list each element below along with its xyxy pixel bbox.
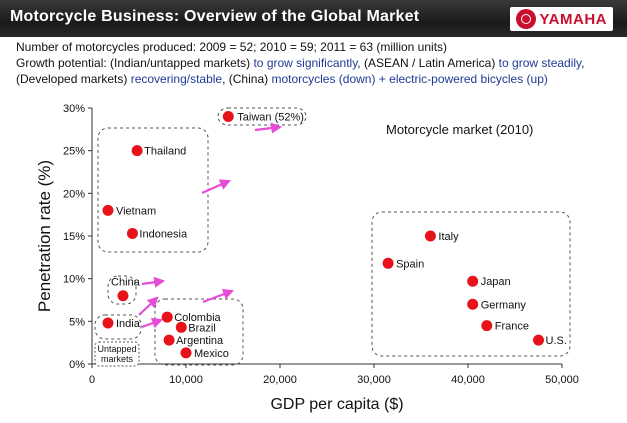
point-label-india: India (116, 318, 141, 330)
india-group-box (94, 314, 142, 340)
x-tick-label: 20,000 (263, 374, 297, 386)
production-summary: Number of motorcycles produced: 2009 = 5… (16, 40, 448, 54)
point-brazil (175, 321, 187, 333)
growth-summary: Growth potential: (Indian/untapped marke… (16, 55, 621, 87)
point-vietnam (102, 204, 114, 216)
point-label-thailand: Thailand (144, 146, 186, 158)
growth-electric: motorcycles (down) + electric-powered bi… (268, 72, 548, 86)
growth-china: , (China) (222, 72, 269, 86)
point-italy (424, 230, 436, 242)
y-tick-label: 15% (63, 231, 85, 243)
china-group-box (107, 275, 137, 305)
point-china (117, 290, 129, 302)
point-taiwan-52 (222, 111, 234, 123)
growth-steady: to grow steadily (495, 56, 582, 70)
chart-marks (102, 111, 544, 359)
growth-arrow (201, 179, 232, 195)
y-tick-label: 25% (63, 146, 85, 158)
growth-arrow (254, 122, 283, 134)
slide-title: Motorcycle Business: Overview of the Glo… (10, 8, 420, 25)
chart-growth-arrows (138, 122, 283, 329)
x-tick-label: 10,000 (169, 374, 203, 386)
point-india (102, 317, 114, 329)
growth-arrow (141, 317, 164, 329)
point-argentina (163, 334, 175, 346)
y-tick-label: 20% (63, 188, 85, 200)
growth-arrow (138, 296, 159, 316)
point-label-indonesia: Indonesia (139, 228, 188, 240)
untapped-note-line: Untapped (97, 344, 136, 354)
point-thailand (131, 145, 143, 157)
point-france (481, 320, 493, 332)
point-indonesia (126, 227, 138, 239)
point-colombia (161, 311, 173, 323)
growth-asean: , (ASEAN / Latin America) (357, 56, 496, 70)
point-u-s (533, 334, 544, 346)
growth-arrow (141, 276, 166, 288)
growth-lead: Growth potential: (Indian/untapped marke… (16, 56, 251, 70)
y-axis-title: Penetration rate (%) (35, 160, 54, 312)
brand-logo: YAMAHA (509, 7, 613, 31)
y-tick-label: 10% (63, 274, 85, 286)
point-label-spain: Spain (396, 258, 424, 270)
title-bar: Motorcycle Business: Overview of the Glo… (0, 0, 627, 37)
point-label-germany: Germany (481, 299, 527, 311)
y-tick-label: 5% (69, 316, 85, 328)
point-spain (382, 257, 394, 269)
point-label-japan: Japan (481, 276, 511, 288)
growth-stable: recovering/stable (127, 72, 223, 86)
growth-significant: to grow significantly (250, 56, 358, 70)
point-label-mexico: Mexico (194, 348, 229, 360)
point-label-france: France (495, 321, 529, 333)
point-mexico (180, 347, 192, 359)
chart-texts: 0% 5% 10% 15% 20% 25% 30% 0 10,000 20,000 30,000 40… (35, 103, 579, 413)
point-label-brazil: Brazil (188, 322, 216, 334)
x-tick-label: 0 (89, 374, 95, 386)
developed-group-box (371, 211, 571, 357)
x-tick-label: 40,000 (451, 374, 485, 386)
point-label-u-s: U.S. (546, 335, 567, 347)
point-germany (467, 298, 479, 310)
point-label-china: China (111, 277, 141, 289)
point-japan (467, 275, 479, 287)
x-tick-label: 50,000 (545, 374, 579, 386)
x-tick-label: 30,000 (357, 374, 391, 386)
growth-arrow (202, 288, 235, 304)
tuning-fork-emblem-icon (515, 9, 536, 29)
y-tick-label: 30% (63, 103, 85, 115)
untapped-markets-note: Untapped markets (97, 344, 136, 364)
point-label-argentina: Argentina (176, 335, 224, 347)
growth-developed: , (Developed markets) (16, 56, 585, 86)
x-axis-title: GDP per capita ($) (270, 396, 403, 413)
y-tick-label: 0% (69, 359, 85, 371)
brand-name: YAMAHA (539, 10, 607, 28)
point-label-colombia: Colombia (174, 312, 221, 324)
untapped-note-box (94, 341, 140, 367)
chart-title: Motorcycle market (2010) (386, 122, 533, 137)
point-label-italy: Italy (438, 231, 459, 243)
point-label-taiwan-52: Taiwan (52%) (237, 112, 304, 124)
point-label-vietnam: Vietnam (116, 205, 156, 217)
untapped-note-line: markets (101, 354, 134, 364)
